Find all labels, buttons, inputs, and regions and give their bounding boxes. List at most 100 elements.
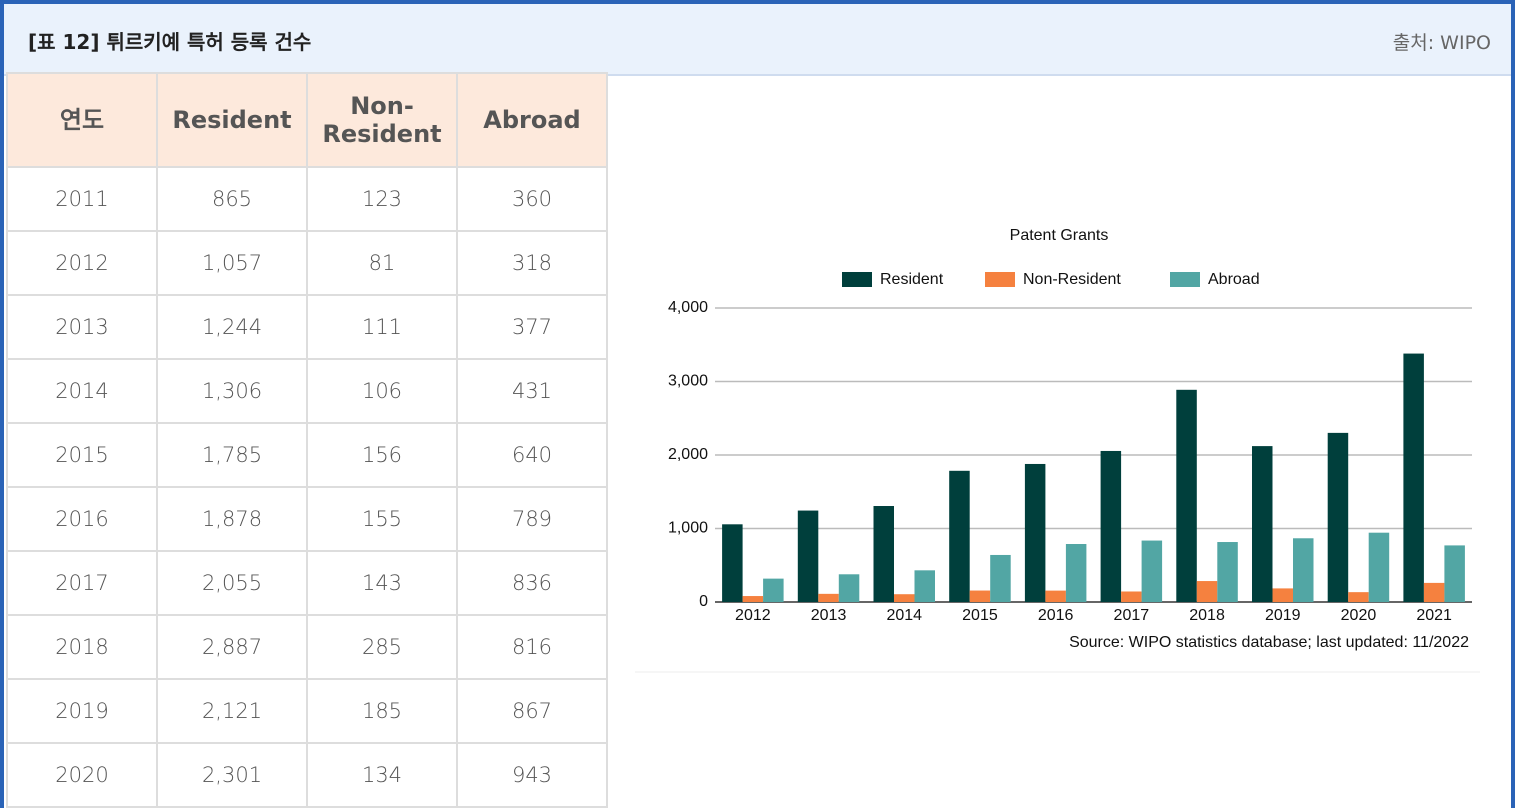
data-table: 연도 Resident Non-Resident Abroad 2011 865 123 36… xyxy=(6,72,608,808)
bar xyxy=(873,506,894,602)
table-cell: 377 xyxy=(456,294,608,360)
table-cell: 2016 xyxy=(6,486,158,552)
bar xyxy=(949,470,970,602)
table-cell: 106 xyxy=(306,358,458,424)
header-title: [표 12] 튀르키예 특허 등록 건수 xyxy=(28,30,312,54)
table-cell: 2015 xyxy=(6,422,158,488)
table-cell: 640 xyxy=(456,422,608,488)
y-tick-label: 2,000 xyxy=(668,446,708,463)
table-cell: 2014 xyxy=(6,358,158,424)
header-source: 출처: WIPO xyxy=(1392,32,1491,54)
legend-swatch xyxy=(842,272,872,287)
bar xyxy=(1065,544,1087,602)
bar xyxy=(1348,592,1369,602)
table-row: 2019 2,121 185 867 xyxy=(6,678,608,744)
table-cell: 81 xyxy=(306,230,458,296)
table-cell: 431 xyxy=(456,358,608,424)
column-header: 연도 xyxy=(6,72,158,168)
table-row: 2020 2,301 134 943 xyxy=(6,742,608,808)
chart-title: Patent Grants xyxy=(1010,227,1109,244)
table-cell: 111 xyxy=(306,294,458,360)
legend-label: Non-Resident xyxy=(1023,271,1121,288)
bar xyxy=(797,510,819,602)
table-row: 2015 1,785 156 640 xyxy=(6,422,608,488)
table-cell: 789 xyxy=(456,486,608,552)
table-cell: 1,785 xyxy=(156,422,308,488)
table-cell: 134 xyxy=(306,742,458,808)
bar xyxy=(1293,538,1314,602)
column-header: Abroad xyxy=(456,72,608,168)
bar xyxy=(1327,432,1349,602)
bar xyxy=(1403,353,1424,602)
legend-swatch xyxy=(985,272,1015,287)
x-tick-label: 2014 xyxy=(886,607,922,624)
header: [표 12] 튀르키예 특허 등록 건수 출처: WIPO xyxy=(4,4,1511,76)
bar xyxy=(763,578,784,602)
bar xyxy=(1176,389,1197,602)
x-tick-label: 2013 xyxy=(811,607,847,624)
bar xyxy=(969,590,991,602)
bar xyxy=(1045,590,1066,602)
bar xyxy=(1444,545,1465,602)
bar xyxy=(1423,582,1445,602)
x-tick-label: 2019 xyxy=(1265,607,1301,624)
column-header: Resident xyxy=(156,72,308,168)
legend-label: Abroad xyxy=(1208,271,1260,288)
table-cell: 1,878 xyxy=(156,486,308,552)
legend-label: Resident xyxy=(880,271,944,288)
table-cell: 2,887 xyxy=(156,614,308,680)
table-cell: 867 xyxy=(456,678,608,744)
table-cell: 2012 xyxy=(6,230,158,296)
bar xyxy=(1252,446,1273,602)
table-row: 2013 1,244 111 377 xyxy=(6,294,608,360)
table-cell: 943 xyxy=(456,742,608,808)
y-tick-label: 4,000 xyxy=(668,299,708,316)
x-tick-label: 2012 xyxy=(735,607,771,624)
table-row: 2011 865 123 360 xyxy=(6,166,608,232)
chart-source: Source: WIPO statistics database; last u… xyxy=(1069,634,1469,651)
table-cell: 1,057 xyxy=(156,230,308,296)
table-cell: 1,306 xyxy=(156,358,308,424)
table-cell: 2017 xyxy=(6,550,158,616)
table-cell: 123 xyxy=(306,166,458,232)
y-tick-label: 3,000 xyxy=(668,373,708,390)
bar xyxy=(1100,450,1122,602)
table-row: 2017 2,055 143 836 xyxy=(6,550,608,616)
bar xyxy=(1368,532,1390,602)
table-cell: 2019 xyxy=(6,678,158,744)
x-tick-label: 2017 xyxy=(1114,607,1150,624)
table-cell: 143 xyxy=(306,550,458,616)
y-tick-label: 1,000 xyxy=(668,520,708,537)
bar xyxy=(1141,540,1163,602)
legend-swatch xyxy=(1170,272,1200,287)
table-cell: 318 xyxy=(456,230,608,296)
table-cell: 285 xyxy=(306,614,458,680)
x-tick-label: 2016 xyxy=(1038,607,1074,624)
x-tick-label: 2015 xyxy=(962,607,998,624)
table-cell: 836 xyxy=(456,550,608,616)
bar xyxy=(838,574,860,602)
table-cell: 185 xyxy=(306,678,458,744)
table-row: 2016 1,878 155 789 xyxy=(6,486,608,552)
table-cell: 156 xyxy=(306,422,458,488)
x-tick-label: 2020 xyxy=(1341,607,1377,624)
table-cell: 2018 xyxy=(6,614,158,680)
x-tick-label: 2018 xyxy=(1189,607,1225,624)
bar xyxy=(722,524,743,602)
column-header: Non-Resident xyxy=(306,72,458,168)
table-cell: 1,244 xyxy=(156,294,308,360)
table-cell: 360 xyxy=(456,166,608,232)
table-row: 2012 1,057 81 318 xyxy=(6,230,608,296)
y-tick-label: 0 xyxy=(699,593,708,610)
bar xyxy=(1121,591,1142,602)
table-cell: 2,055 xyxy=(156,550,308,616)
table-cell: 816 xyxy=(456,614,608,680)
table-cell: 155 xyxy=(306,486,458,552)
table-cell: 2011 xyxy=(6,166,158,232)
bar xyxy=(894,594,915,602)
bar xyxy=(818,593,839,602)
table-cell: 2020 xyxy=(6,742,158,808)
table-cell: 2,121 xyxy=(156,678,308,744)
